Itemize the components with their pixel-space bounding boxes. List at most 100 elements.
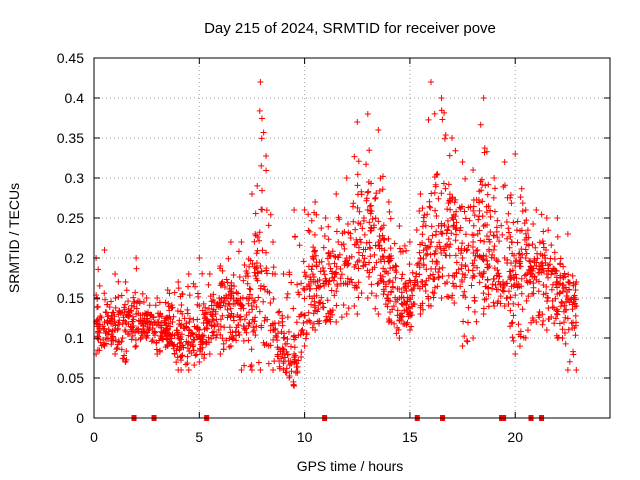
data-point [424, 211, 431, 218]
data-point [321, 232, 328, 239]
data-point [394, 324, 401, 331]
data-point [153, 321, 160, 328]
data-point [246, 309, 253, 316]
data-point [286, 362, 293, 369]
data-point [324, 255, 331, 262]
data-point [485, 303, 492, 310]
data-point [562, 306, 569, 313]
data-point [179, 291, 186, 298]
data-point [469, 243, 476, 250]
data-point [355, 294, 362, 301]
data-point [553, 307, 560, 314]
data-point [432, 183, 439, 190]
data-point [470, 222, 477, 229]
data-point [352, 226, 359, 233]
data-point [464, 338, 471, 345]
data-point [483, 253, 490, 260]
data-point [265, 222, 272, 229]
data-point [564, 231, 571, 237]
data-point [251, 238, 258, 245]
data-point [321, 271, 328, 278]
data-point [435, 269, 442, 276]
data-point [549, 297, 556, 304]
data-point [476, 207, 483, 214]
data-point [559, 288, 566, 295]
data-point [344, 275, 351, 282]
data-point [510, 283, 517, 290]
data-point [419, 278, 426, 285]
data-point [135, 310, 142, 317]
data-point [365, 273, 372, 280]
data-point [470, 196, 477, 203]
data-point [530, 280, 537, 287]
data-point [217, 282, 224, 289]
data-point [319, 300, 326, 307]
data-point [503, 218, 510, 225]
data-point [327, 265, 334, 272]
data-point [434, 259, 441, 266]
data-point [250, 299, 257, 306]
data-point [377, 237, 384, 244]
data-point [350, 200, 357, 207]
data-point [194, 316, 201, 323]
data-point [505, 225, 512, 232]
data-point [405, 283, 412, 290]
data-point [244, 270, 251, 277]
data-point [122, 358, 129, 365]
data-point [401, 298, 408, 305]
data-point [318, 225, 325, 232]
data-point [211, 322, 218, 329]
data-point [444, 293, 451, 300]
axis-ticks: 0 0.05 0.1 0.15 0.2 0.25 0.3 0.35 0.4 0.45 0 5 10 15 2… [57, 50, 610, 445]
data-point [474, 231, 481, 238]
y-tick-label: 0.05 [57, 370, 84, 386]
data-point [96, 282, 103, 289]
data-point [565, 271, 572, 278]
data-point [184, 353, 191, 360]
data-point [542, 255, 549, 262]
data-point [500, 288, 507, 295]
data-point [432, 207, 439, 214]
data-point [281, 350, 288, 357]
data-point [521, 220, 528, 227]
data-point [375, 127, 382, 133]
data-point [242, 273, 249, 280]
data-point [147, 311, 154, 318]
data-point [230, 271, 237, 278]
data-point [368, 281, 375, 288]
data-point [548, 286, 555, 293]
data-point [536, 263, 543, 270]
data-point [434, 171, 441, 178]
data-point [332, 270, 339, 277]
data-point [269, 270, 276, 277]
data-point [415, 260, 422, 267]
data-point [226, 285, 233, 292]
data-point [252, 230, 259, 237]
data-point [105, 313, 112, 320]
data-point [202, 304, 209, 311]
data-point [316, 259, 323, 266]
data-point [559, 326, 566, 333]
data-point [159, 335, 166, 342]
data-point [129, 332, 136, 339]
grid-lines [94, 58, 610, 418]
data-point [506, 229, 512, 236]
data-point [221, 324, 228, 331]
data-point [138, 334, 145, 341]
data-point [332, 253, 339, 260]
data-point [468, 282, 475, 289]
data-point [257, 263, 264, 269]
data-point [515, 301, 522, 308]
data-point [300, 258, 307, 265]
data-point [248, 191, 255, 197]
data-point [508, 200, 515, 207]
data-point [420, 247, 427, 254]
data-point [331, 253, 338, 260]
data-point [516, 250, 523, 257]
data-point [514, 239, 521, 246]
data-point [263, 167, 270, 174]
data-point [523, 250, 530, 257]
data-point [396, 223, 403, 229]
data-point [174, 343, 181, 350]
data-point [453, 259, 460, 266]
